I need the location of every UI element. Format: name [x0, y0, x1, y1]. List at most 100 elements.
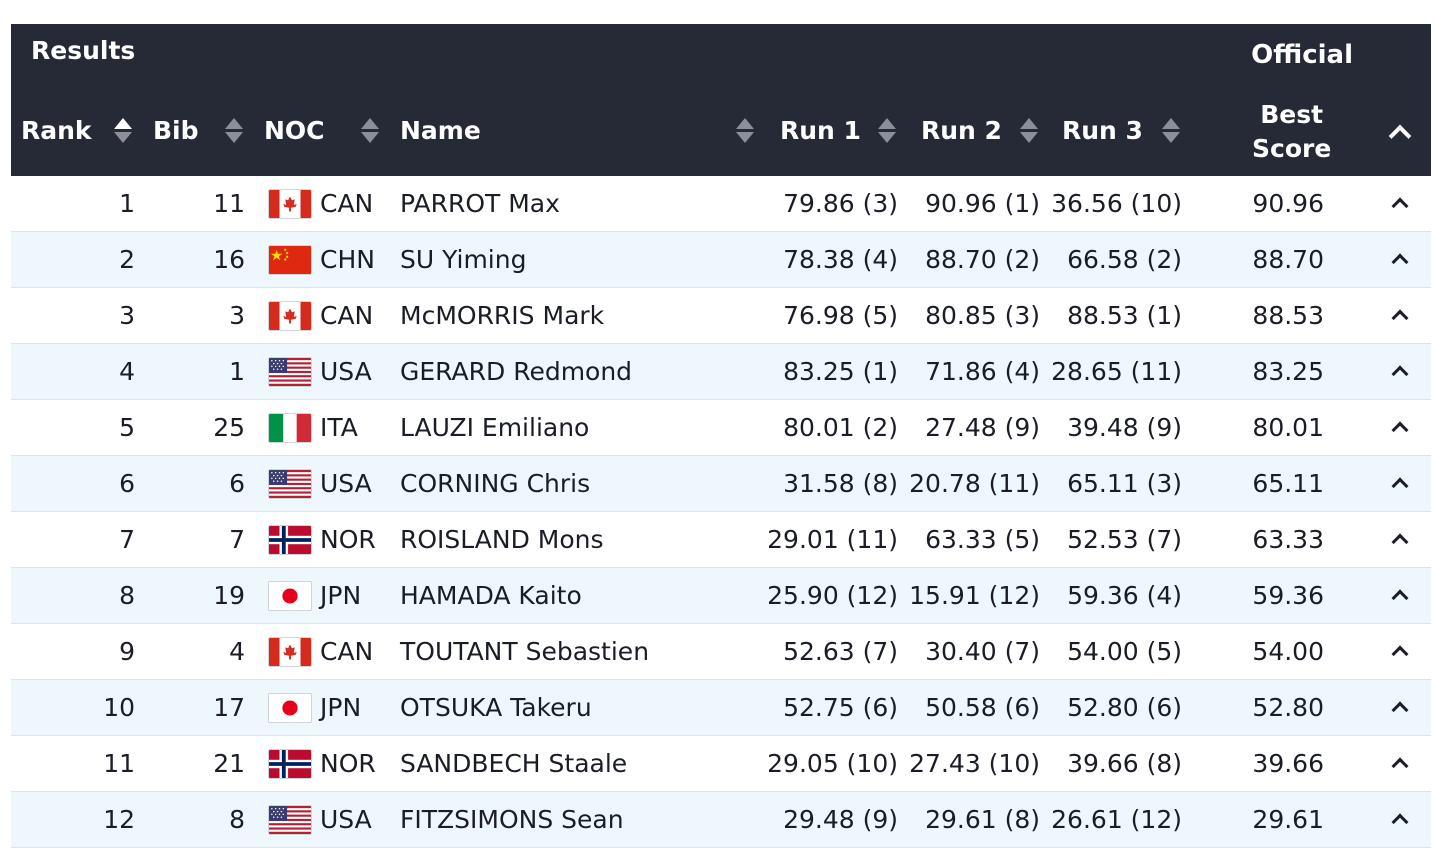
run1-cell: 83.25 (1)	[783, 357, 898, 386]
column-header-run1[interactable]: Run 1	[780, 116, 861, 145]
table-row[interactable]: 7 7 NOR ROISLAND Mons 29.01 (11) 63.33 (5) 52.…	[11, 512, 1431, 568]
athlete-name: HAMADA Kaito	[400, 581, 582, 610]
run3-cell: 39.66 (8)	[1067, 749, 1182, 778]
rank-cell: 12	[103, 805, 135, 834]
sort-run1-icon[interactable]	[878, 116, 898, 146]
bib-cell: 21	[213, 749, 245, 778]
run2-cell: 71.86 (4)	[925, 357, 1040, 386]
rank-cell: 2	[119, 245, 135, 274]
best-score-cell: 65.11	[1252, 469, 1324, 498]
table-body: 1 11 CAN PARROT Max 79.86 (3) 90.96 (1) 36.56 …	[11, 176, 1431, 848]
noc-cell: USA	[320, 805, 372, 834]
sort-noc-icon[interactable]	[361, 116, 381, 146]
noc-cell: JPN	[320, 693, 362, 722]
table-row[interactable]: 8 19 JPN HAMADA Kaito 25.90 (12) 15.91 (12) 59…	[11, 568, 1431, 624]
table-row[interactable]: 10 17 JPN OTSUKA Takeru 52.75 (6) 50.58 (6) 52…	[11, 680, 1431, 736]
status-official: Official	[1251, 40, 1353, 70]
run2-cell: 20.78 (11)	[909, 469, 1040, 498]
collapse-all-chevron-up-icon[interactable]	[1388, 120, 1412, 148]
run3-cell: 88.53 (1)	[1067, 301, 1182, 330]
rank-cell: 11	[103, 749, 135, 778]
run3-cell: 65.11 (3)	[1067, 469, 1182, 498]
run3-cell: 59.36 (4)	[1067, 581, 1182, 610]
noc-cell: CAN	[320, 301, 374, 330]
sort-rank-icon[interactable]	[114, 116, 134, 146]
run1-cell: 31.58 (8)	[783, 469, 898, 498]
run1-cell: 29.05 (10)	[767, 749, 898, 778]
column-header-run3[interactable]: Run 3	[1062, 116, 1143, 145]
table-row[interactable]: 6 6 USA CORNING Chris 31.58 (8) 20.78 (11) 65.…	[11, 456, 1431, 512]
column-header-name[interactable]: Name	[400, 116, 481, 145]
run2-cell: 27.48 (9)	[925, 413, 1040, 442]
bib-cell: 3	[229, 301, 245, 330]
canada-flag-icon	[268, 301, 312, 331]
run1-cell: 29.01 (11)	[767, 525, 898, 554]
sort-name-icon[interactable]	[736, 116, 756, 146]
run3-cell: 39.48 (9)	[1067, 413, 1182, 442]
sort-run2-icon[interactable]	[1020, 116, 1040, 146]
run1-cell: 52.63 (7)	[783, 637, 898, 666]
best-score-cell: 88.70	[1252, 245, 1324, 274]
column-header-best-score[interactable]: Best Score	[1252, 98, 1331, 166]
run3-cell: 26.61 (12)	[1051, 805, 1182, 834]
table-row[interactable]: 3 3 CAN McMORRIS Mark 76.98 (5) 80.85 (3) 88.5…	[11, 288, 1431, 344]
column-header-noc[interactable]: NOC	[264, 116, 325, 145]
rank-cell: 5	[119, 413, 135, 442]
results-table: Results Official Rank Bib NOC Name Run 1…	[11, 24, 1431, 848]
best-score-line2: Score	[1252, 134, 1332, 163]
run2-cell: 50.58 (6)	[925, 693, 1040, 722]
table-row[interactable]: 11 21 NOR SANDBECH Staale 29.05 (10) 27.43 (1…	[11, 736, 1431, 792]
expand-row-chevron-up-icon[interactable]	[1389, 416, 1411, 439]
table-row[interactable]: 12 8 USA FITZSIMONS Sean 29.48 (9) 29.61 (8) 2…	[11, 792, 1431, 848]
expand-row-chevron-up-icon[interactable]	[1389, 696, 1411, 719]
expand-row-chevron-up-icon[interactable]	[1389, 752, 1411, 775]
expand-row-chevron-up-icon[interactable]	[1389, 808, 1411, 831]
best-score-cell: 54.00	[1252, 637, 1324, 666]
expand-row-chevron-up-icon[interactable]	[1389, 584, 1411, 607]
best-score-cell: 90.96	[1252, 189, 1324, 218]
italy-flag-icon	[268, 413, 312, 443]
expand-row-chevron-up-icon[interactable]	[1389, 248, 1411, 271]
bib-cell: 16	[213, 245, 245, 274]
best-score-cell: 83.25	[1252, 357, 1324, 386]
table-row[interactable]: 5 25 ITA LAUZI Emiliano 80.01 (2) 27.48 (9) 39…	[11, 400, 1431, 456]
expand-row-chevron-up-icon[interactable]	[1389, 304, 1411, 327]
run1-cell: 25.90 (12)	[767, 581, 898, 610]
run2-cell: 90.96 (1)	[925, 189, 1040, 218]
table-row[interactable]: 2 16 CHN SU Yiming 78.38 (4) 88.70 (2) 66.58 (…	[11, 232, 1431, 288]
norway-flag-icon	[268, 525, 312, 555]
canada-flag-icon	[268, 189, 312, 219]
column-header-bib[interactable]: Bib	[153, 116, 199, 145]
column-header-rank[interactable]: Rank	[21, 116, 92, 145]
expand-row-chevron-up-icon[interactable]	[1389, 472, 1411, 495]
japan-flag-icon	[268, 693, 312, 723]
expand-row-chevron-up-icon[interactable]	[1389, 528, 1411, 551]
run2-cell: 80.85 (3)	[925, 301, 1040, 330]
athlete-name: McMORRIS Mark	[400, 301, 605, 330]
usa-flag-icon	[268, 469, 312, 499]
run2-cell: 27.43 (10)	[909, 749, 1040, 778]
best-score-cell: 52.80	[1252, 693, 1324, 722]
rank-cell: 1	[119, 189, 135, 218]
athlete-name: PARROT Max	[400, 189, 560, 218]
athlete-name: LAUZI Emiliano	[400, 413, 590, 442]
rank-cell: 9	[119, 637, 135, 666]
athlete-name: OTSUKA Takeru	[400, 693, 592, 722]
noc-cell: ITA	[320, 413, 358, 442]
athlete-name: CORNING Chris	[400, 469, 591, 498]
best-score-cell: 88.53	[1252, 301, 1324, 330]
run1-cell: 29.48 (9)	[783, 805, 898, 834]
sort-run3-icon[interactable]	[1162, 116, 1182, 146]
table-row[interactable]: 1 11 CAN PARROT Max 79.86 (3) 90.96 (1) 36.56 …	[11, 176, 1431, 232]
expand-row-chevron-up-icon[interactable]	[1389, 192, 1411, 215]
best-score-cell: 80.01	[1252, 413, 1324, 442]
expand-row-chevron-up-icon[interactable]	[1389, 360, 1411, 383]
table-row[interactable]: 9 4 CAN TOUTANT Sebastien 52.63 (7) 30.40 (7)…	[11, 624, 1431, 680]
rank-cell: 7	[119, 525, 135, 554]
sort-bib-icon[interactable]	[225, 116, 245, 146]
column-header-run2[interactable]: Run 2	[921, 116, 1002, 145]
expand-row-chevron-up-icon[interactable]	[1389, 640, 1411, 663]
table-header: Results Official Rank Bib NOC Name Run 1…	[11, 24, 1431, 176]
run2-cell: 30.40 (7)	[925, 637, 1040, 666]
table-row[interactable]: 4 1 USA GERARD Redmond 83.25 (1) 71.86 (4) 28.…	[11, 344, 1431, 400]
